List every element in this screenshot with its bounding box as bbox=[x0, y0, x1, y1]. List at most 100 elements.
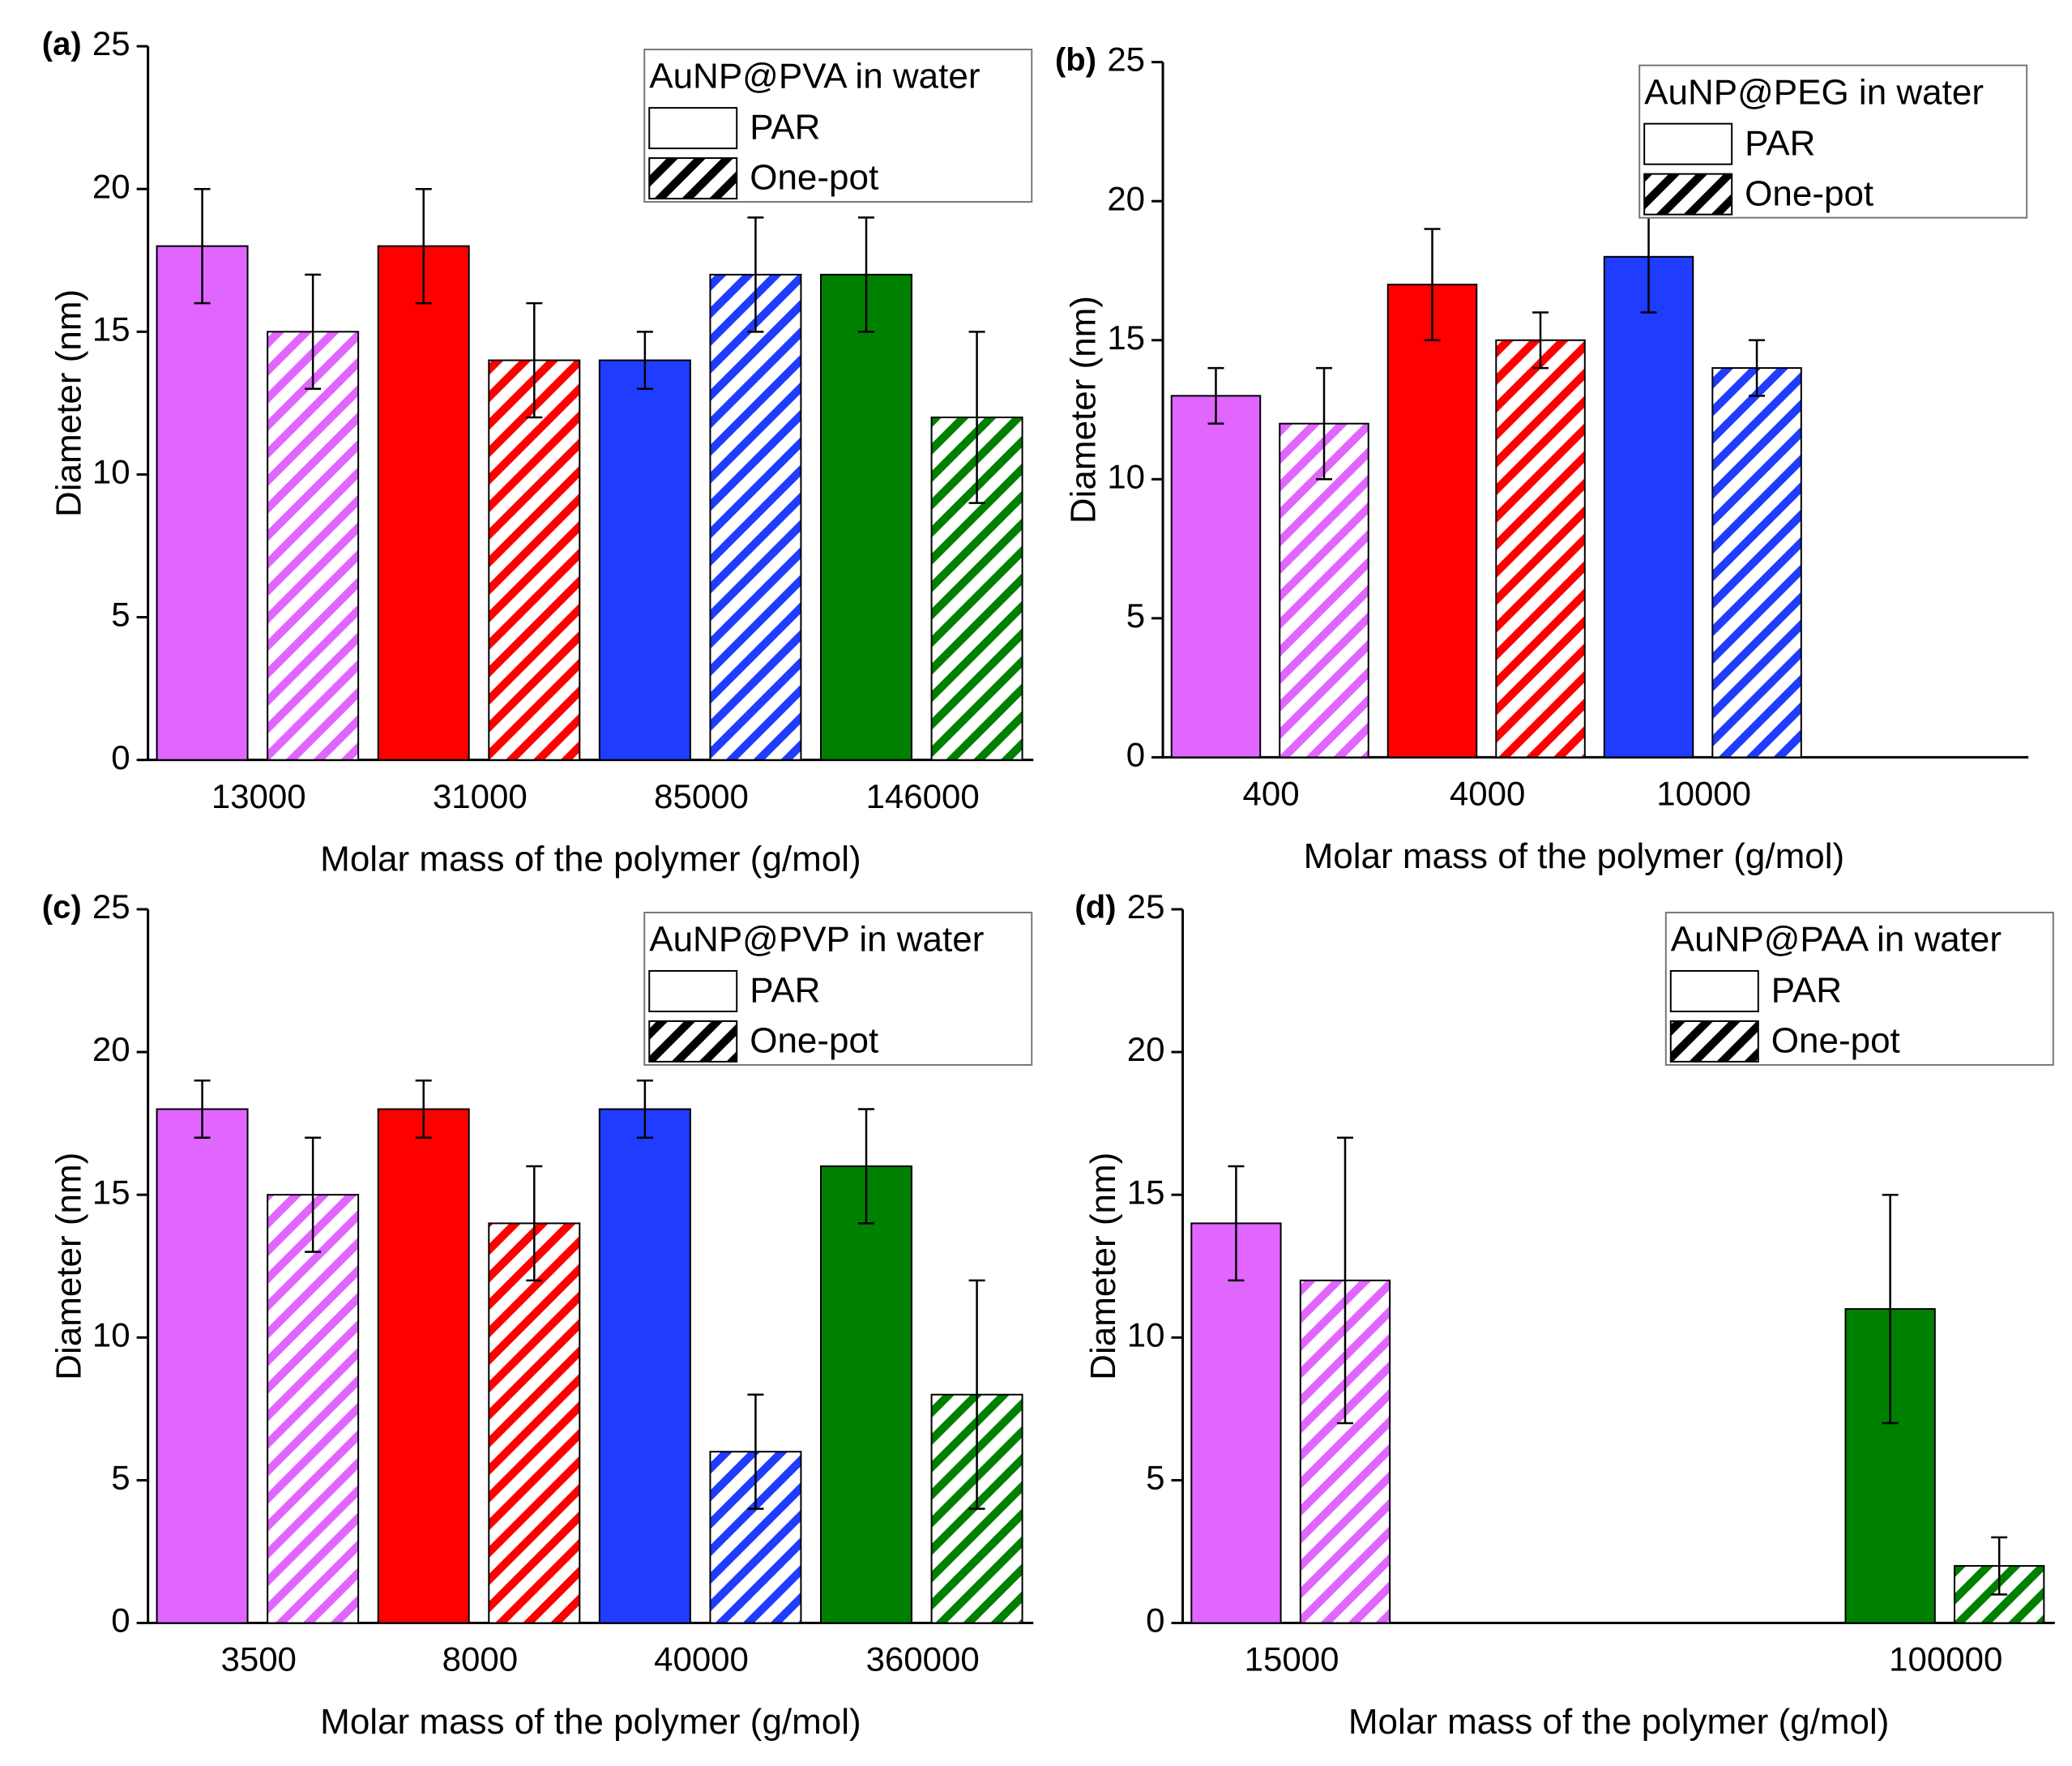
error-bar bbox=[968, 331, 985, 504]
y-axis-label: Diameter (nm) bbox=[1064, 296, 1104, 524]
bar bbox=[156, 1108, 249, 1624]
y-tick-label: 15 bbox=[92, 1173, 130, 1211]
y-tick-label: 5 bbox=[1146, 1459, 1164, 1497]
panel-label: (c) bbox=[42, 890, 82, 926]
error-bar bbox=[1336, 1136, 1353, 1425]
error-bar bbox=[415, 1080, 432, 1139]
error-bar bbox=[526, 1165, 543, 1282]
x-tick-label: 400 bbox=[1243, 775, 1300, 813]
y-tick-label: 10 bbox=[92, 453, 130, 491]
x-tick-label: 85000 bbox=[654, 777, 749, 815]
bar bbox=[377, 1108, 470, 1624]
y-tick-label: 5 bbox=[1126, 597, 1145, 635]
legend-swatch bbox=[648, 107, 738, 150]
legend-label: PAR bbox=[1745, 123, 1815, 163]
bar bbox=[820, 1165, 913, 1624]
y-axis-label: Diameter (nm) bbox=[49, 1152, 88, 1380]
bar bbox=[267, 1194, 360, 1624]
y-tick-label: 5 bbox=[111, 1459, 130, 1497]
bar bbox=[267, 331, 360, 761]
legend-title: AuNP@PEG in water bbox=[1644, 72, 1984, 112]
bar bbox=[377, 245, 470, 761]
error-bar bbox=[1532, 311, 1549, 370]
error-bar bbox=[747, 216, 764, 333]
bar bbox=[598, 359, 691, 761]
bar bbox=[1190, 1222, 1282, 1624]
legend-swatch bbox=[648, 157, 738, 200]
legend-swatch bbox=[648, 969, 738, 1012]
y-tick-label: 25 bbox=[92, 24, 130, 62]
x-tick-label: 4000 bbox=[1450, 775, 1525, 813]
error-bar bbox=[1424, 228, 1441, 342]
x-tick-label: 3500 bbox=[220, 1640, 296, 1678]
panel-label: (b) bbox=[1055, 42, 1096, 78]
x-tick-label: 10000 bbox=[1656, 775, 1751, 813]
y-axis-label: Diameter (nm) bbox=[49, 289, 88, 517]
y-tick-label: 0 bbox=[1146, 1601, 1164, 1640]
error-bar bbox=[305, 1136, 322, 1253]
x-tick-label: 15000 bbox=[1245, 1640, 1339, 1678]
legend-label: PAR bbox=[1771, 971, 1842, 1011]
y-tick-label: 5 bbox=[111, 596, 130, 634]
error-bar bbox=[194, 1080, 211, 1139]
x-tick-label: 360000 bbox=[866, 1640, 980, 1678]
bar bbox=[1603, 255, 1694, 759]
y-tick-label: 15 bbox=[1107, 319, 1145, 357]
error-bar bbox=[1315, 366, 1332, 481]
y-tick-label: 15 bbox=[1127, 1173, 1165, 1211]
x-tick-label: 100000 bbox=[1889, 1640, 2002, 1678]
legend-title: AuNP@PVA in water bbox=[649, 57, 980, 96]
x-axis-label: Molar mass of the polymer (g/mol) bbox=[1348, 1702, 1890, 1742]
y-tick-label: 10 bbox=[92, 1315, 130, 1353]
bar bbox=[156, 245, 249, 761]
error-bar bbox=[305, 273, 322, 391]
y-tick-label: 15 bbox=[92, 310, 130, 348]
error-bar bbox=[1207, 366, 1224, 425]
legend-swatch bbox=[1669, 1020, 1759, 1063]
error-bar bbox=[636, 331, 653, 391]
y-tick-label: 25 bbox=[1107, 41, 1145, 79]
bar bbox=[1386, 284, 1478, 759]
legend-label: One-pot bbox=[1771, 1021, 1900, 1061]
x-axis-label: Molar mass of the polymer (g/mol) bbox=[320, 1702, 861, 1742]
legend-title: AuNP@PVP in water bbox=[649, 920, 984, 960]
error-bar bbox=[1749, 339, 1766, 397]
x-tick-label: 31000 bbox=[433, 777, 528, 815]
legend-title: AuNP@PAA in water bbox=[1671, 920, 2002, 960]
y-tick-label: 20 bbox=[1127, 1030, 1165, 1068]
legend-label: PAR bbox=[750, 108, 820, 148]
x-axis-label: Molar mass of the polymer (g/mol) bbox=[320, 839, 861, 879]
y-tick-label: 25 bbox=[92, 887, 130, 926]
error-bar bbox=[858, 1108, 875, 1225]
y-axis-label: Diameter (nm) bbox=[1083, 1152, 1123, 1380]
error-bar bbox=[1991, 1536, 2008, 1596]
y-tick-label: 20 bbox=[92, 1030, 130, 1068]
bar bbox=[488, 1222, 581, 1624]
legend-label: One-pot bbox=[750, 158, 878, 198]
error-bar bbox=[968, 1279, 985, 1510]
legend-label: One-pot bbox=[750, 1021, 878, 1061]
bar bbox=[488, 359, 581, 761]
y-tick-label: 20 bbox=[1107, 179, 1145, 217]
legend-swatch bbox=[1643, 173, 1733, 216]
error-bar bbox=[636, 1080, 653, 1139]
x-tick-label: 146000 bbox=[866, 777, 980, 815]
y-tick-label: 10 bbox=[1107, 457, 1145, 495]
bar bbox=[598, 1108, 691, 1624]
legend-label: One-pot bbox=[1745, 173, 1873, 213]
bar bbox=[1170, 395, 1262, 759]
bar bbox=[820, 273, 913, 761]
panel-label: (d) bbox=[1074, 890, 1116, 926]
y-tick-label: 10 bbox=[1127, 1315, 1165, 1353]
error-bar bbox=[526, 301, 543, 419]
bar bbox=[709, 273, 802, 761]
y-tick-label: 0 bbox=[111, 1601, 130, 1640]
error-bar bbox=[415, 187, 432, 305]
legend-swatch bbox=[648, 1020, 738, 1063]
y-tick-label: 25 bbox=[1127, 887, 1165, 926]
legend-swatch bbox=[1669, 969, 1759, 1012]
bar bbox=[1495, 339, 1586, 759]
y-tick-label: 0 bbox=[111, 738, 130, 776]
